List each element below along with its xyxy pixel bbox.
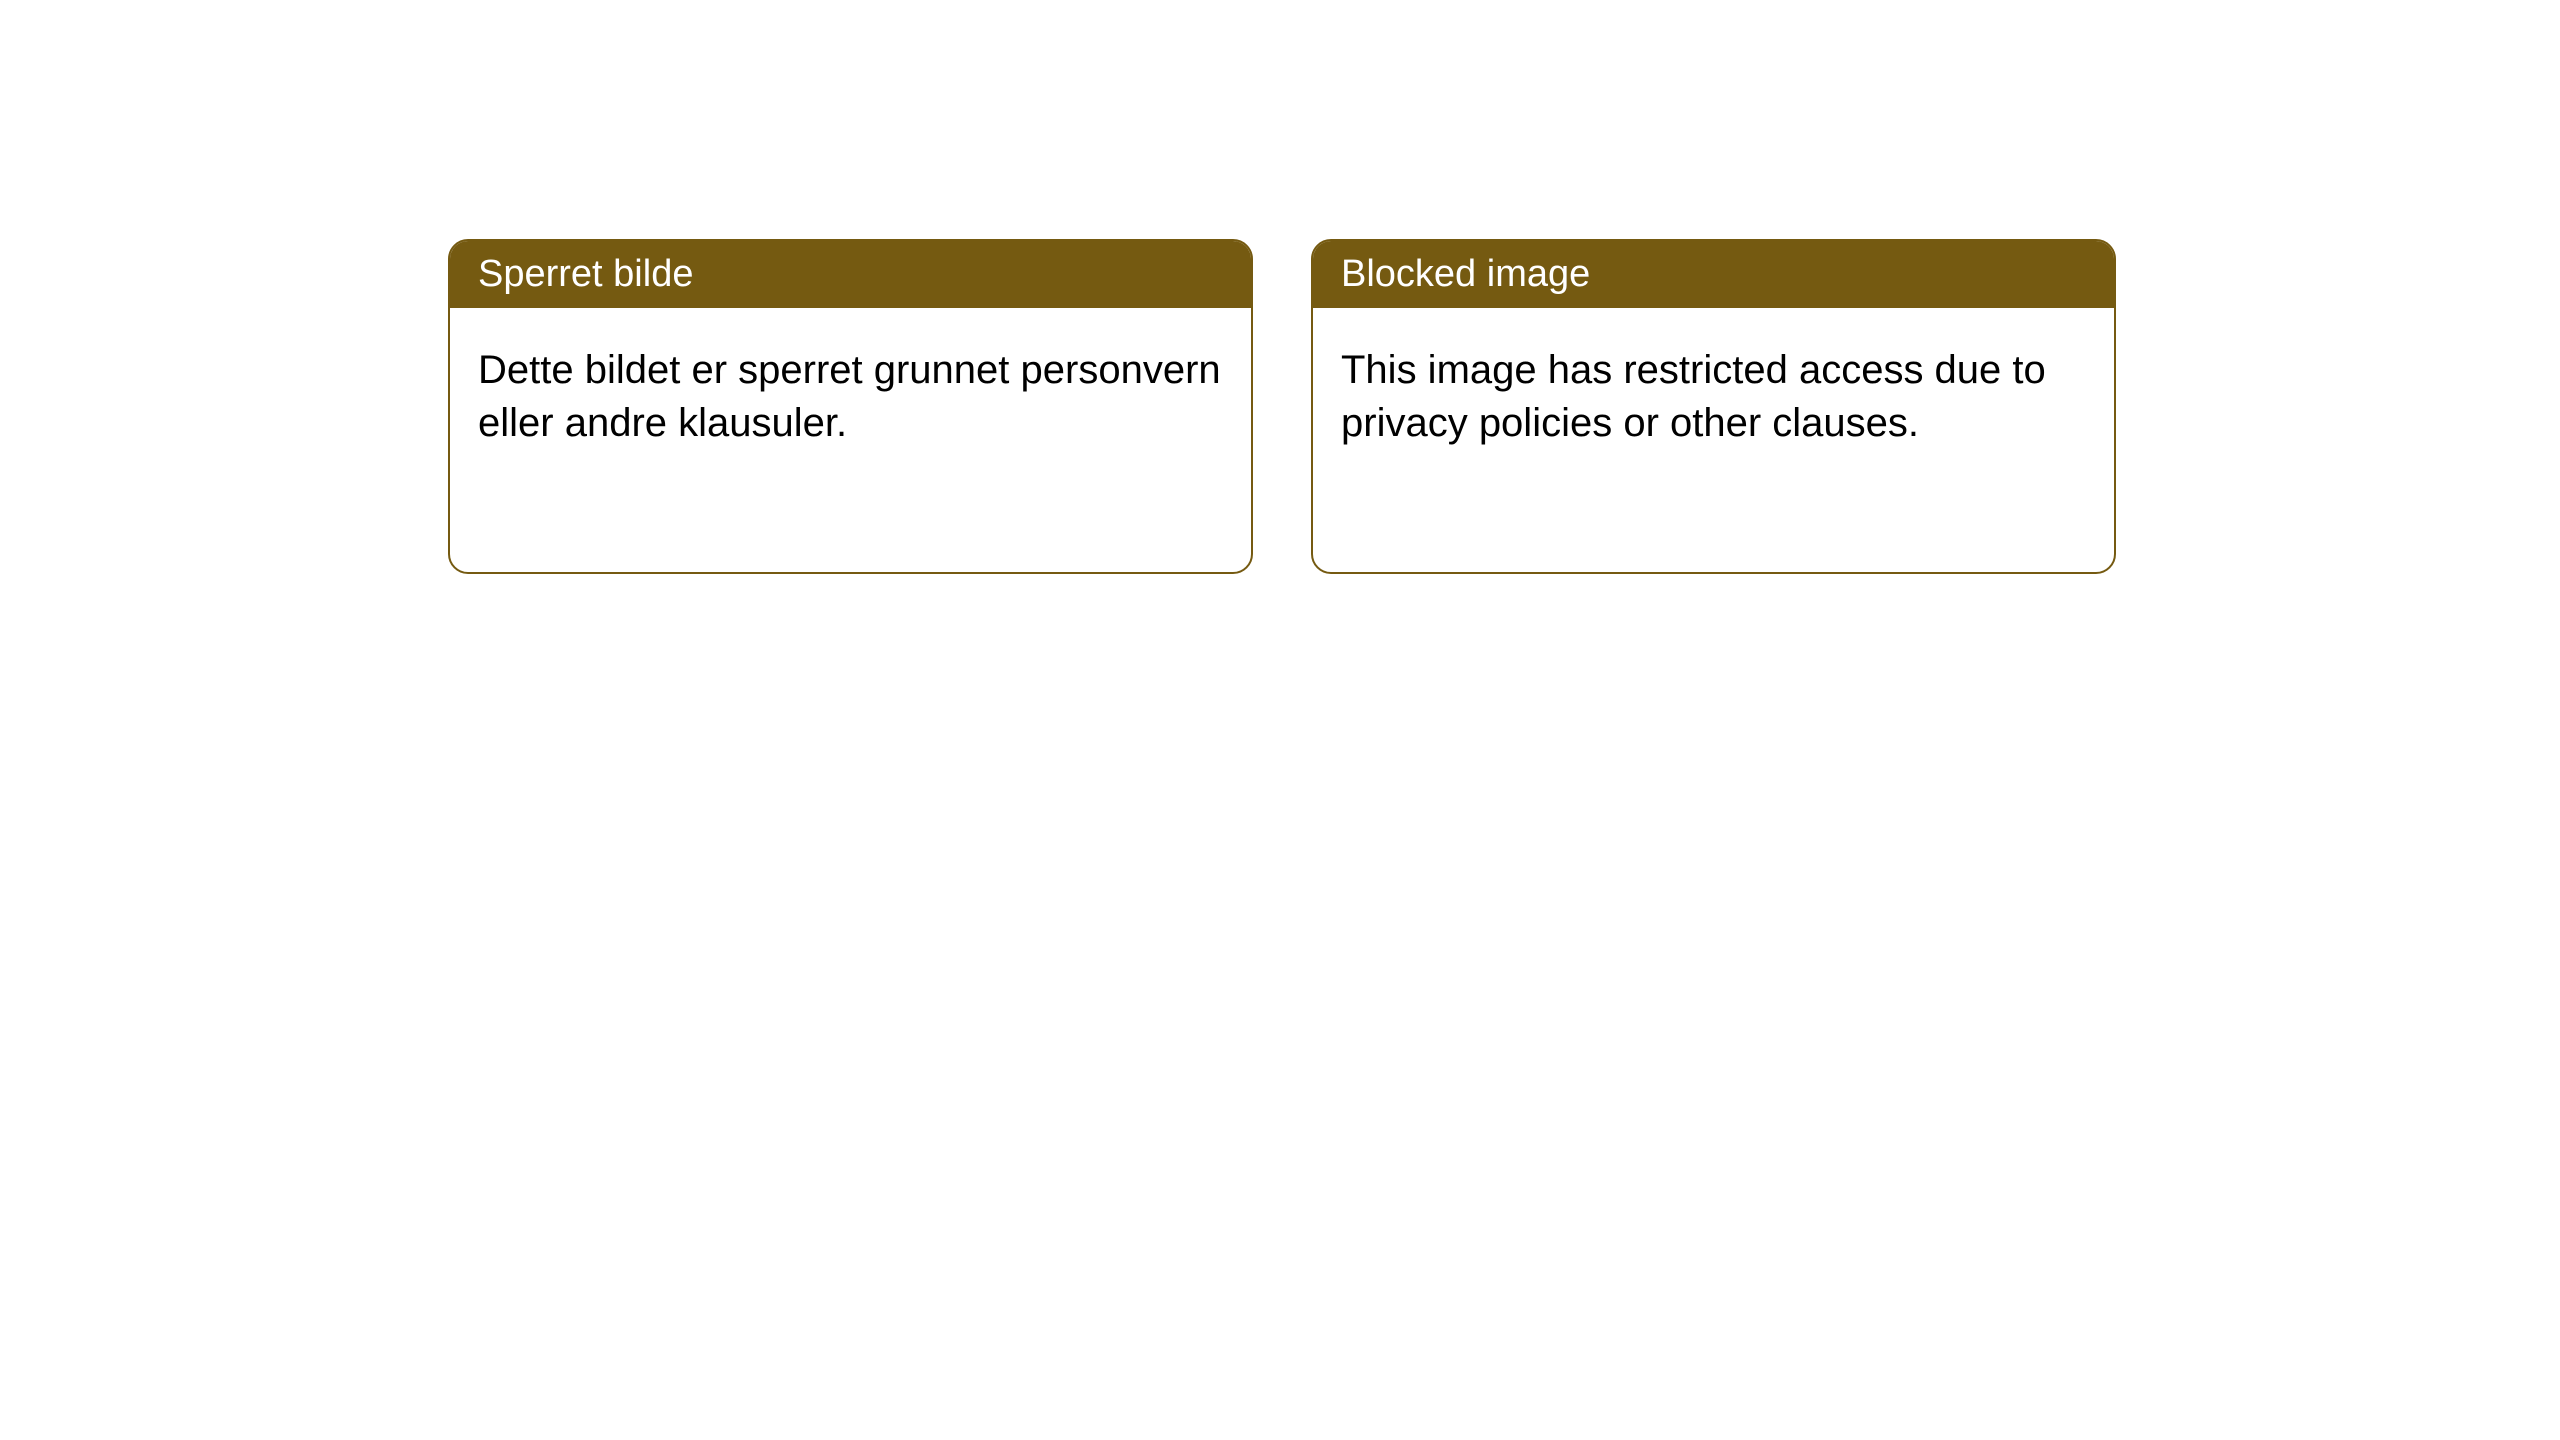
card-header: Sperret bilde xyxy=(450,241,1251,308)
card-header: Blocked image xyxy=(1313,241,2114,308)
blocked-image-card-norwegian: Sperret bilde Dette bildet er sperret gr… xyxy=(448,239,1253,574)
card-body-text: This image has restricted access due to … xyxy=(1341,348,2046,445)
blocked-image-card-english: Blocked image This image has restricted … xyxy=(1311,239,2116,574)
card-body: This image has restricted access due to … xyxy=(1313,308,2114,486)
card-body-text: Dette bildet er sperret grunnet personve… xyxy=(478,348,1221,445)
card-body: Dette bildet er sperret grunnet personve… xyxy=(450,308,1251,486)
card-title: Sperret bilde xyxy=(478,253,693,295)
card-container: Sperret bilde Dette bildet er sperret gr… xyxy=(0,0,2560,574)
card-title: Blocked image xyxy=(1341,253,1590,295)
